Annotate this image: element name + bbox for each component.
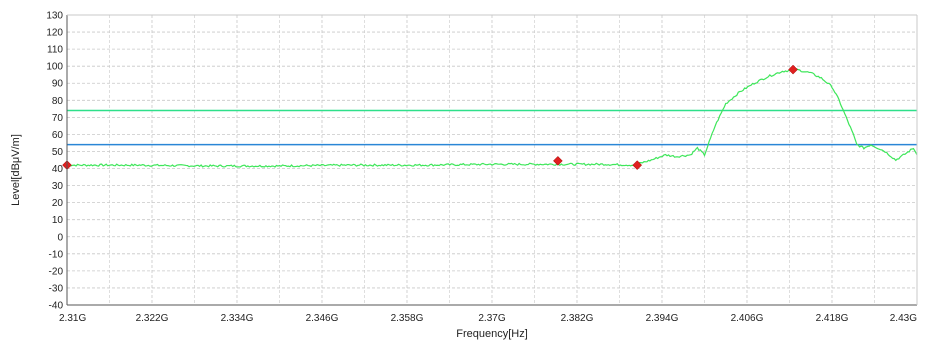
marker-point <box>632 160 643 170</box>
x-tick-label: 2.31G <box>59 313 86 324</box>
marker-point <box>553 155 563 166</box>
y-tick-label: 130 <box>46 11 63 22</box>
y-tick-label: 50 <box>52 147 64 158</box>
y-tick-label: 120 <box>46 28 63 39</box>
series-line <box>66 68 918 168</box>
y-tick-label: 80 <box>52 96 64 107</box>
y-tick-label: 100 <box>46 62 63 73</box>
y-tick-label: -40 <box>49 301 64 312</box>
x-tick-label: 2.418G <box>816 313 849 324</box>
x-tick-label: 2.358G <box>391 313 424 324</box>
axes <box>66 14 918 306</box>
y-tick-label: 60 <box>52 130 64 141</box>
grid <box>66 14 918 306</box>
x-tick-label: 2.322G <box>136 313 169 324</box>
x-tick-label: 2.43G <box>890 313 917 324</box>
x-tick-label: 2.334G <box>221 313 254 324</box>
y-tick-label: 10 <box>52 215 64 226</box>
y-axis-title: Level[dBμV/m] <box>10 134 22 206</box>
y-tick-label: 30 <box>52 181 64 192</box>
y-tick-label: -10 <box>49 249 64 260</box>
x-tick-label: 2.37G <box>478 313 505 324</box>
x-tick-label: 2.346G <box>306 313 339 324</box>
y-tick-label: 40 <box>52 164 64 175</box>
y-tick-label: -20 <box>49 266 64 277</box>
series-layer <box>66 68 918 168</box>
limit-lines <box>67 109 917 146</box>
tick-labels: -40 -30 -20 -10 0 10 20 30 40 50 60 70 80 90 100 110 120… <box>46 11 917 325</box>
y-tick-label: 90 <box>52 79 64 90</box>
y-tick-label: 110 <box>47 45 63 56</box>
x-axis-title: Frequency[Hz] <box>456 328 528 340</box>
marker-point <box>788 64 798 75</box>
y-tick-label: 20 <box>52 198 64 209</box>
x-tick-label: 2.394G <box>646 313 679 324</box>
x-tick-label: 2.382G <box>561 313 594 324</box>
x-tick-label: 2.406G <box>731 313 764 324</box>
y-tick-label: -30 <box>49 283 64 294</box>
y-tick-label: 0 <box>57 232 63 243</box>
y-tick-label: 70 <box>52 113 64 124</box>
